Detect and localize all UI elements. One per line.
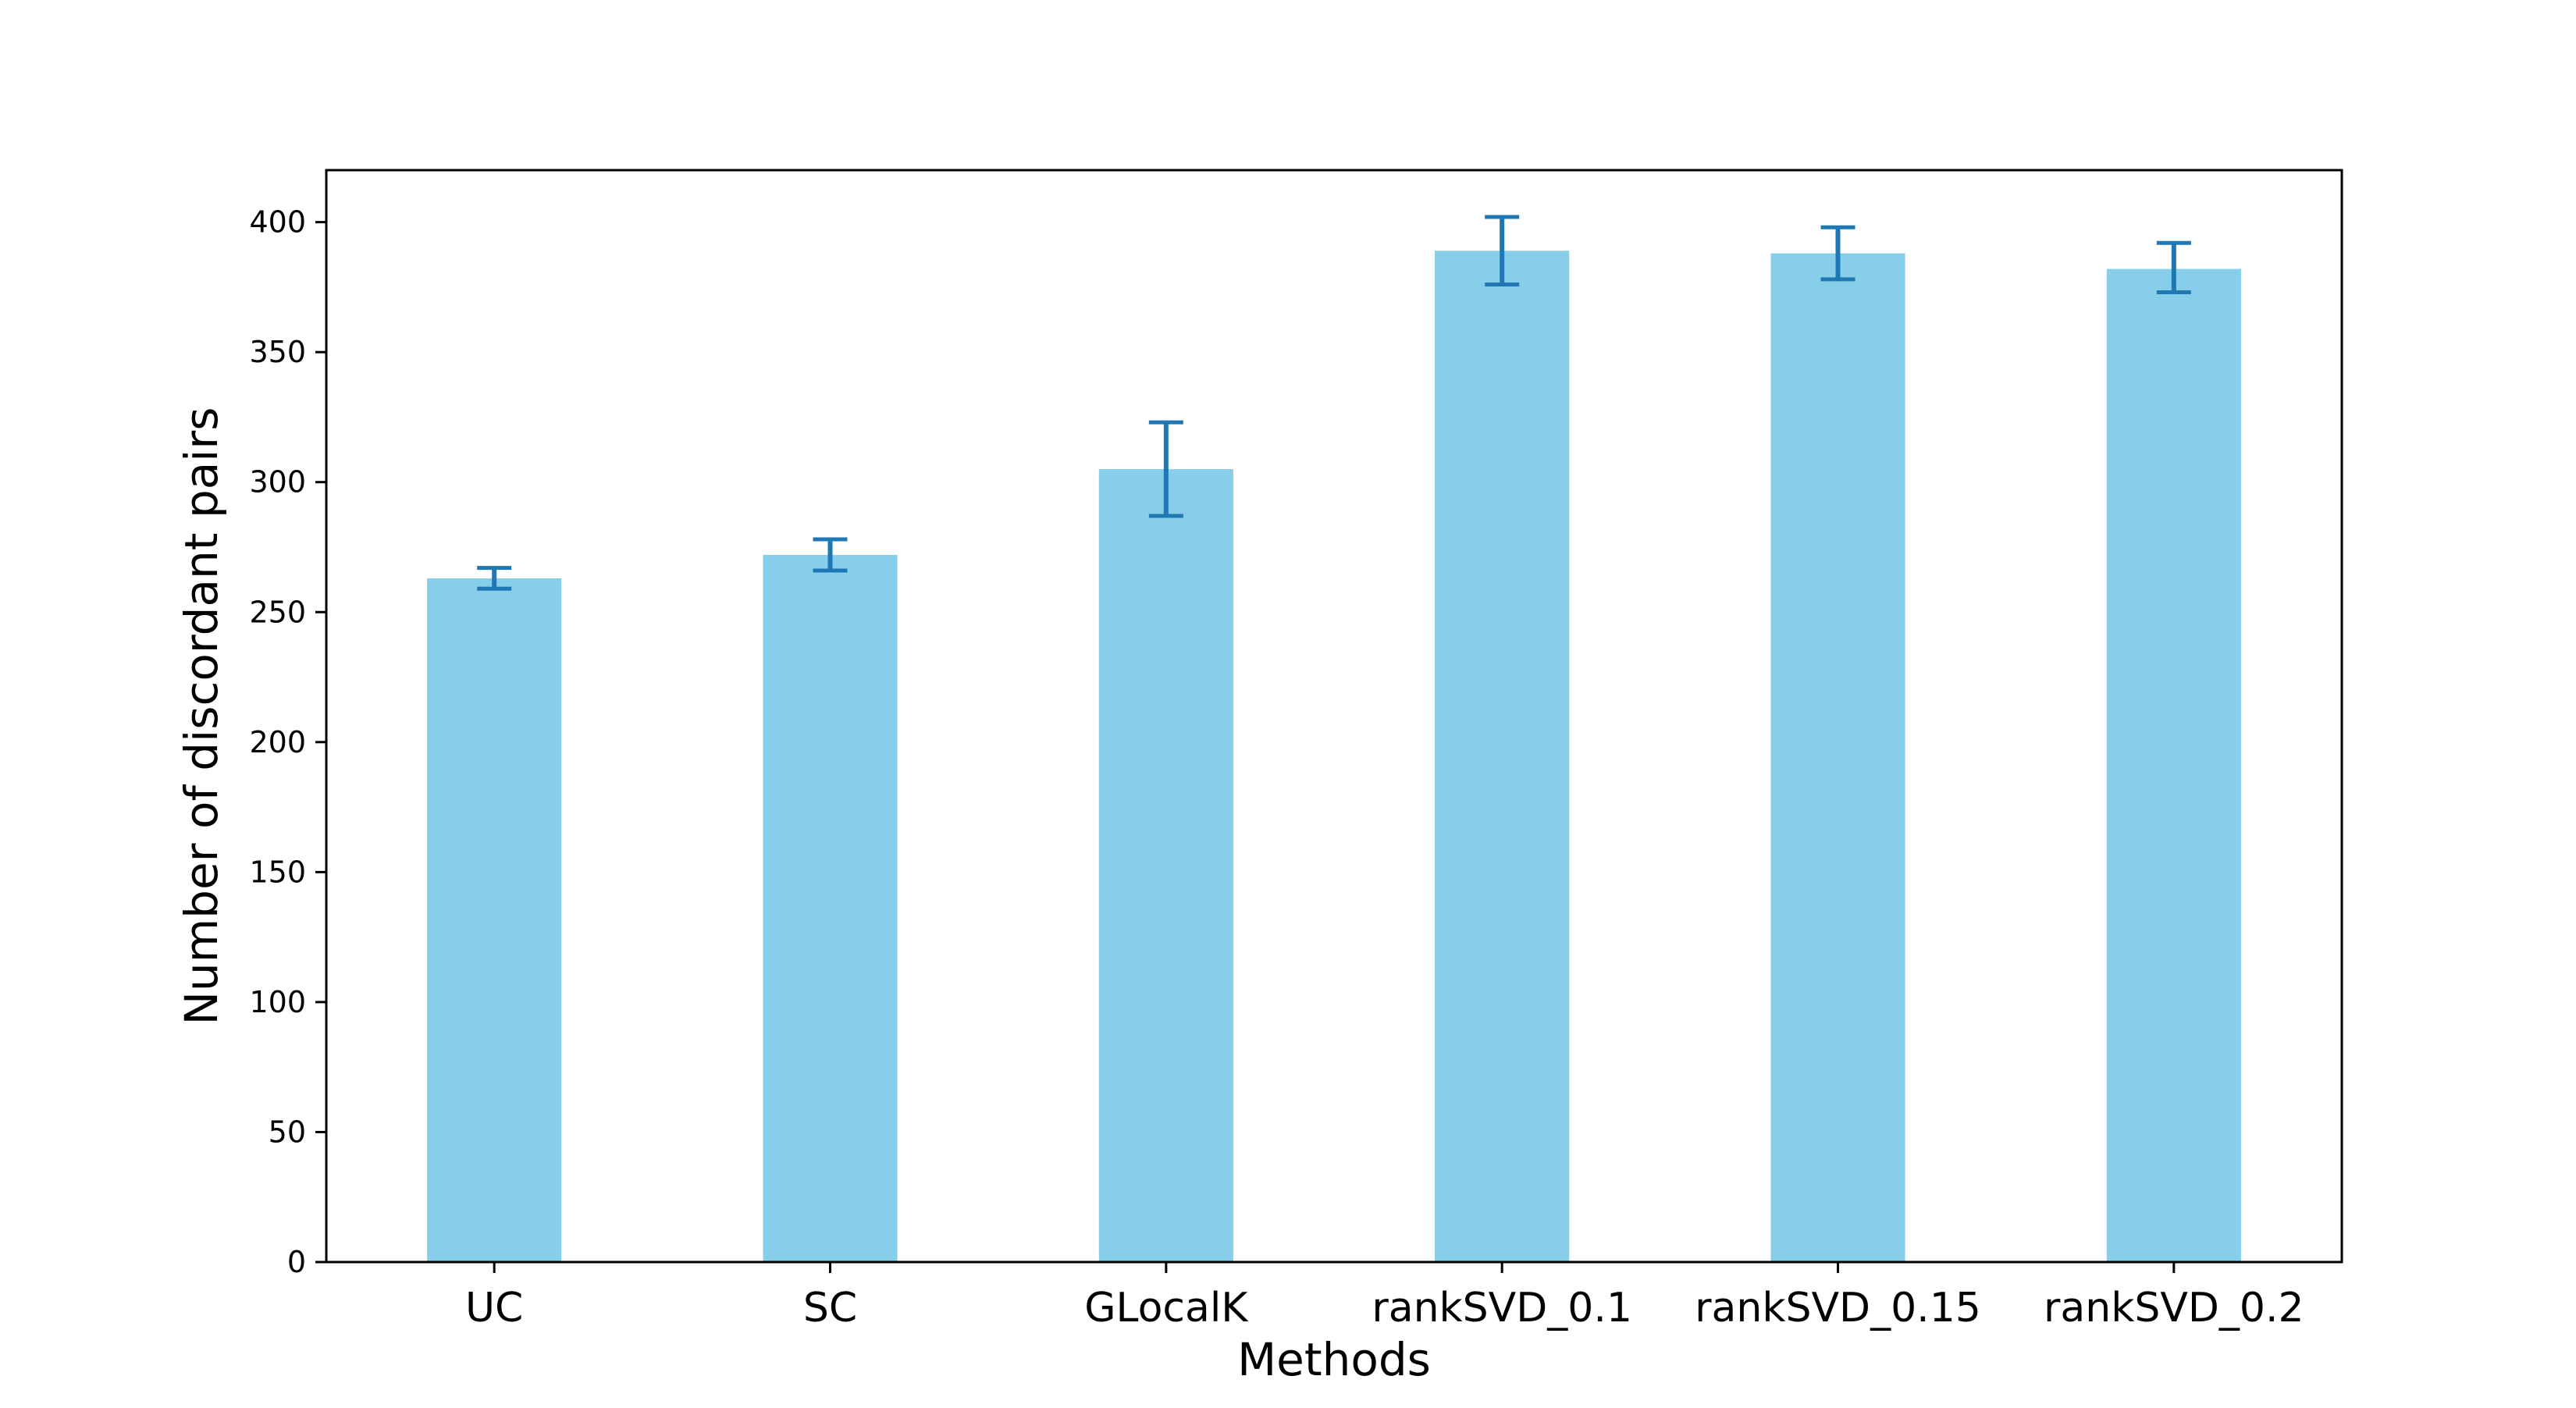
bar-rankSVD_0.1	[1435, 251, 1570, 1262]
y-tick-label: 400	[249, 205, 306, 240]
x-axis-title: Methods	[1237, 1333, 1431, 1386]
x-axis-ticks: UC SC GLocalK rankSVD_0.1 rankSVD_0.15 rankSV…	[465, 1262, 2304, 1332]
y-tick-label: 50	[269, 1115, 306, 1149]
x-tick-label: rankSVD_0.1	[1372, 1285, 1632, 1332]
error-bars-layer	[477, 215, 2191, 591]
y-tick-label: 300	[249, 465, 306, 500]
y-axis-ticks: 0 50 100 150 200 250 300 350 400	[249, 205, 326, 1279]
x-tick-label: rankSVD_0.15	[1695, 1285, 1981, 1332]
error-bar-rankSVD_0.15	[1820, 225, 1856, 282]
error-bar-rankSVD_0.1	[1485, 215, 1520, 287]
y-tick-label: 250	[249, 595, 306, 629]
bars-layer	[427, 251, 2241, 1263]
x-tick-label: SC	[803, 1285, 857, 1332]
y-axis-title: Number of discordant pairs	[175, 407, 228, 1026]
y-tick-label: 350	[249, 335, 306, 369]
x-tick-label: GLocalK	[1084, 1285, 1249, 1332]
bar-GLocalK	[1098, 469, 1233, 1262]
error-bar-GLocalK	[1148, 420, 1183, 518]
bar-UC	[427, 578, 562, 1262]
error-bar-rankSVD_0.2	[2156, 240, 2191, 295]
y-tick-label: 0	[287, 1245, 306, 1279]
bar-SC	[763, 554, 898, 1262]
x-tick-label: rankSVD_0.2	[2044, 1285, 2304, 1332]
error-bar-UC	[477, 566, 512, 591]
y-tick-label: 150	[249, 855, 306, 889]
plot-frame	[325, 169, 2343, 1264]
bar-rankSVD_0.15	[1770, 253, 1905, 1263]
error-bar-SC	[813, 537, 848, 573]
y-tick-label: 200	[249, 725, 306, 759]
bar-rankSVD_0.2	[2106, 268, 2241, 1263]
x-tick-label: UC	[465, 1285, 523, 1332]
y-tick-label: 100	[249, 985, 306, 1019]
